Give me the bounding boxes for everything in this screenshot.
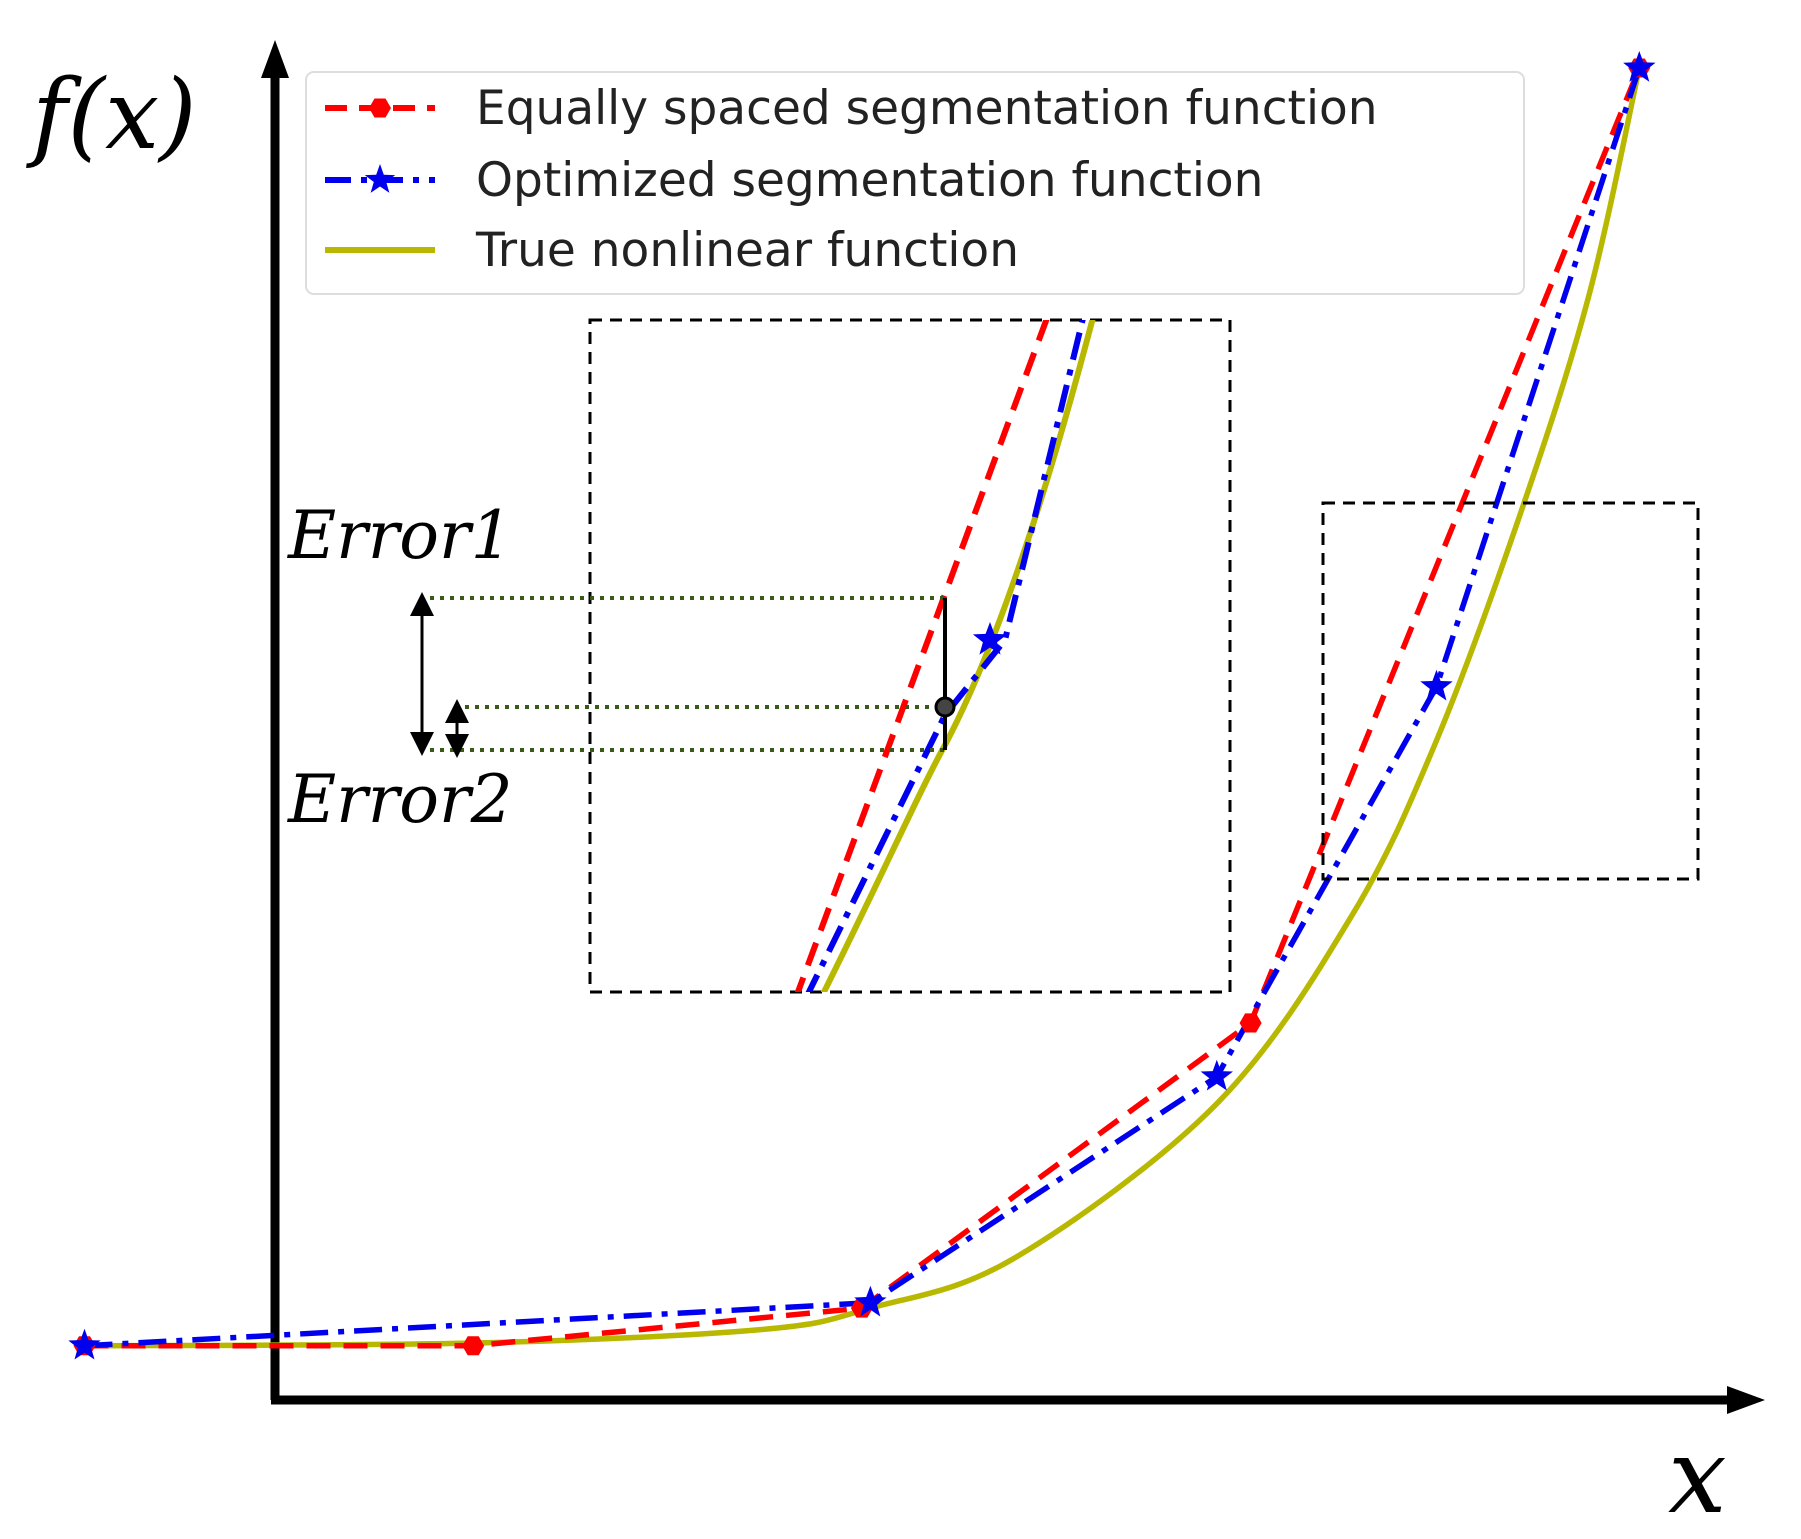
marker-optimized-point xyxy=(854,1285,887,1317)
marker-optimized-point xyxy=(1623,51,1656,82)
marker-optimized-point xyxy=(1200,1059,1233,1091)
y-axis-label: f(x) xyxy=(26,59,197,171)
error-sample-point xyxy=(934,696,956,718)
legend-marker-hexagon xyxy=(369,98,391,118)
legend-entry-true: True nonlinear function xyxy=(325,223,1019,278)
x-axis-label: x xyxy=(1668,1415,1727,1537)
error2-label: Error2 xyxy=(287,761,513,838)
legend-entry-equal: Equally spaced segmentation function xyxy=(325,81,1378,136)
inset-frame xyxy=(588,318,1232,994)
marker-optimized-point xyxy=(1420,669,1453,701)
error1-label: Error1 xyxy=(287,497,513,574)
error-annotation: Error1 Error2 xyxy=(287,497,956,838)
inset-plot xyxy=(794,320,1096,992)
inset-optimized-line xyxy=(805,320,1086,992)
zoom-source-box xyxy=(1321,501,1700,881)
legend-marker-star xyxy=(364,164,396,193)
inset-true-line xyxy=(820,320,1096,992)
marker-optimized-point xyxy=(68,1328,101,1360)
legend-box xyxy=(305,71,1525,295)
marker-equal-point xyxy=(462,1336,485,1356)
legend-entry-optimized: Optimized segmentation function xyxy=(325,153,1263,208)
marker-equal-point xyxy=(1239,1013,1262,1033)
inset-marker-optimized xyxy=(972,622,1008,655)
legend-label-true: True nonlinear function xyxy=(475,223,1019,278)
zoom-inset xyxy=(588,318,1232,994)
legend-label-optimized: Optimized segmentation function xyxy=(476,153,1263,208)
y-axis-arrowhead xyxy=(261,40,289,78)
x-axis-arrowhead xyxy=(1727,1386,1765,1414)
series-layer xyxy=(68,51,1700,1360)
series-line-true xyxy=(84,67,1642,1349)
legend-label-equal: Equally spaced segmentation function xyxy=(476,81,1378,136)
legend: Equally spaced segmentation function Opt… xyxy=(305,71,1525,295)
inset-equal-line xyxy=(794,320,1050,992)
